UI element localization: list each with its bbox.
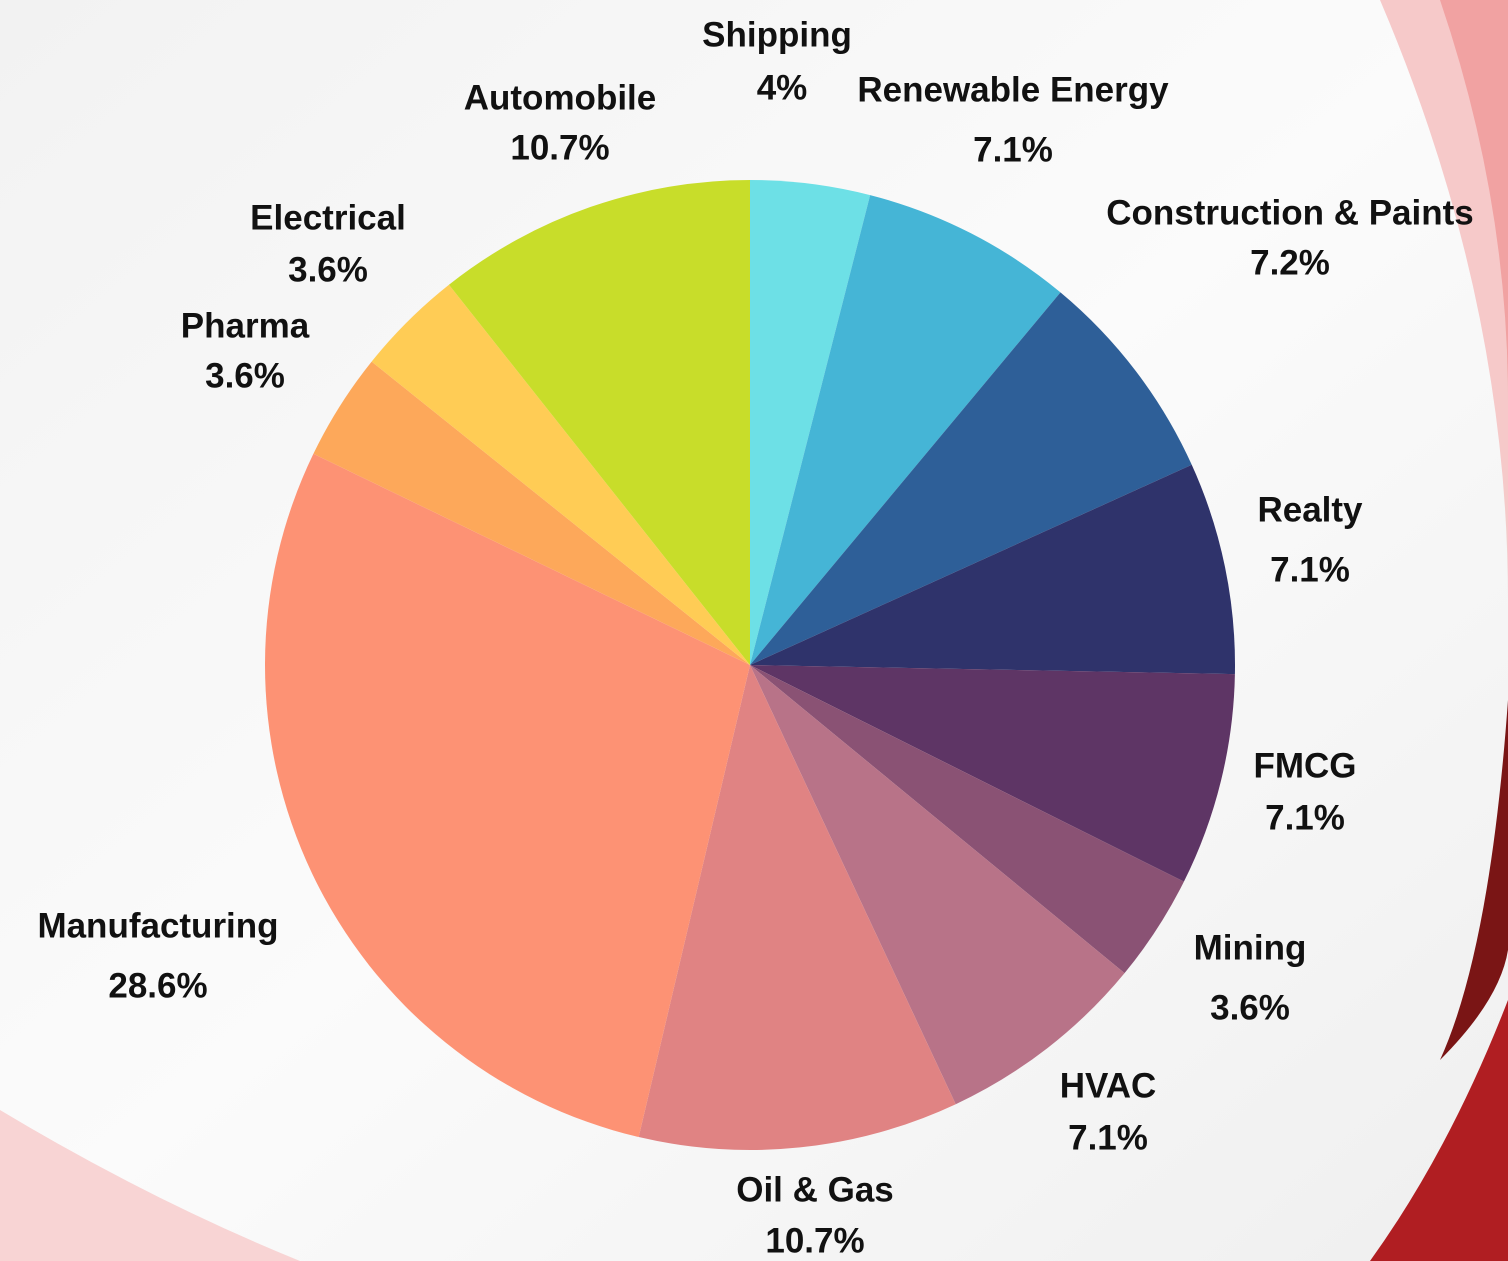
value-label: 7.2% — [1250, 243, 1330, 282]
slice-label: Electrical — [250, 198, 406, 237]
slice-label: Mining — [1194, 928, 1307, 967]
decor-swoosh — [1370, 1000, 1508, 1261]
slice-label: Automobile — [464, 78, 656, 117]
labels: Shipping 4% Renewable Energy 7.1% Constructi… — [37, 15, 1473, 1260]
value-label: 3.6% — [288, 250, 368, 289]
pie-slice — [371, 284, 750, 665]
pie-slice — [750, 665, 1125, 1105]
pie-slice — [750, 195, 1061, 665]
pie-slice — [750, 292, 1192, 665]
value-label: 7.1% — [1068, 1118, 1148, 1157]
value-label: 7.1% — [1270, 550, 1350, 589]
value-label: 28.6% — [108, 966, 207, 1005]
slice-label: Construction & Paints — [1106, 193, 1474, 232]
pie-slice — [313, 361, 750, 665]
value-label: 7.1% — [973, 130, 1053, 169]
value-label: 7.1% — [1265, 798, 1345, 837]
slice-label: Realty — [1257, 490, 1363, 529]
pie-slice — [264, 453, 750, 1138]
slice-label: Manufacturing — [37, 906, 278, 945]
value-label: 3.6% — [1210, 988, 1290, 1027]
pie-slice — [750, 665, 1184, 974]
decor-swoosh — [1440, 0, 1508, 400]
slice-label: Oil & Gas — [736, 1170, 894, 1209]
decor-swoosh — [1380, 0, 1508, 600]
slice-label: Renewable Energy — [857, 70, 1169, 109]
decor-swoosh — [1440, 700, 1508, 1060]
slice-label: HVAC — [1060, 1066, 1157, 1105]
slice-label: Shipping — [702, 15, 852, 54]
slice-label: FMCG — [1253, 746, 1356, 785]
pie-slice — [750, 665, 1235, 882]
value-label: 3.6% — [205, 356, 285, 395]
value-label: 4% — [757, 68, 808, 107]
value-label: 10.7% — [510, 128, 609, 167]
pie — [264, 180, 1235, 1150]
pie-slice — [750, 464, 1235, 675]
pie-slice — [750, 180, 871, 665]
pie-slice — [638, 665, 956, 1150]
value-label: 10.7% — [765, 1221, 864, 1260]
decor-swoosh — [0, 1110, 300, 1261]
slice-label: Pharma — [181, 306, 310, 345]
pie-slice — [448, 180, 750, 665]
